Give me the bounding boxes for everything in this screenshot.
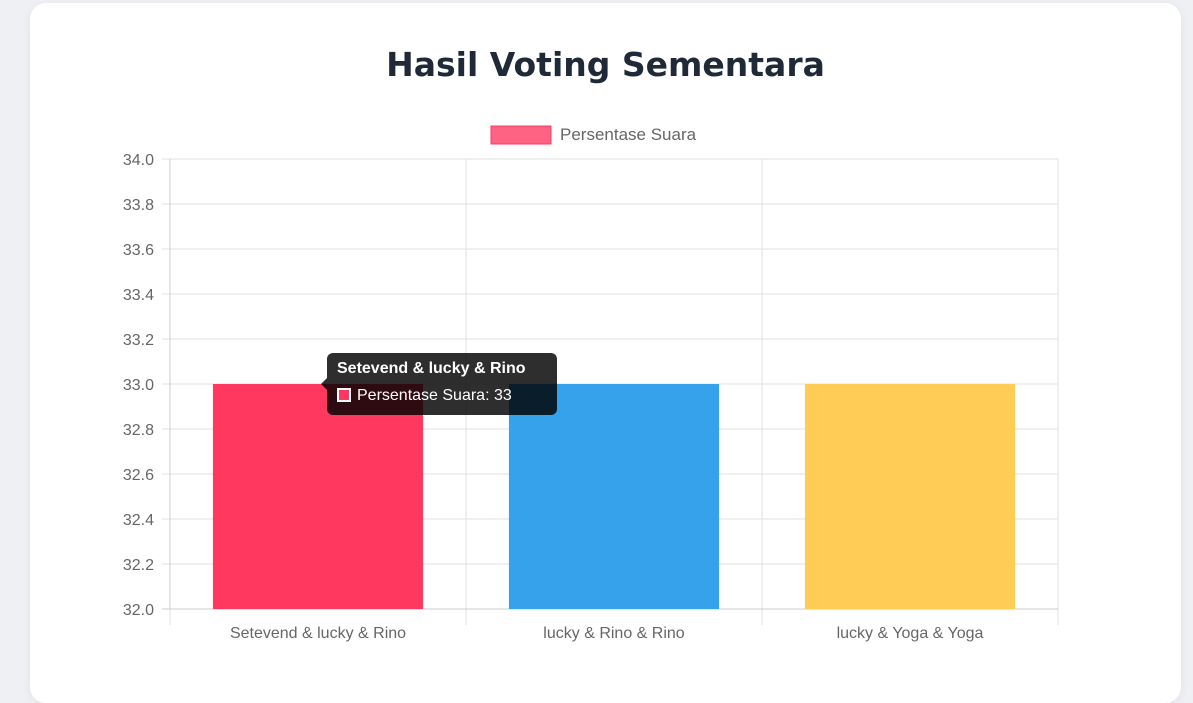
x-tick-label: Setevend & lucky & Rino <box>230 625 406 642</box>
y-tick-label: 33.2 <box>123 332 154 349</box>
bar-3 <box>804 384 1016 609</box>
y-tick-label: 33.0 <box>123 377 154 394</box>
tooltip-arrow <box>321 378 327 390</box>
y-tick-label: 32.6 <box>123 467 154 484</box>
chart-tooltip: Setevend & lucky & Rino Persentase Suara… <box>321 353 557 415</box>
y-tick-label: 32.4 <box>123 512 154 529</box>
y-tick-label: 33.4 <box>123 287 154 304</box>
bar-chart: 32.0 32.2 32.4 32.6 32.8 33.0 33.2 33.4 33.6 33.8… <box>123 125 1059 642</box>
tooltip-title: Setevend & lucky & Rino <box>337 360 526 377</box>
tooltip-body: Persentase Suara: 33 <box>357 387 512 404</box>
y-tick-label: 32.2 <box>123 557 154 574</box>
y-tick-label: 33.8 <box>123 197 154 214</box>
x-tick-label: lucky & Rino & Rino <box>543 625 684 642</box>
tooltip-color-swatch <box>337 388 351 402</box>
legend-swatch <box>490 125 552 145</box>
y-tick-label: 33.6 <box>123 242 154 259</box>
x-tick-label: lucky & Yoga & Yoga <box>837 625 984 642</box>
y-tick-label: 32.8 <box>123 422 154 439</box>
bar-1 <box>212 384 424 609</box>
bar-2 <box>508 384 720 609</box>
page-title: Hasil Voting Sementara <box>386 45 825 84</box>
y-tick-label: 34.0 <box>123 152 154 169</box>
legend-label: Persentase Suara <box>560 125 697 144</box>
y-tick-label: 32.0 <box>123 602 154 619</box>
